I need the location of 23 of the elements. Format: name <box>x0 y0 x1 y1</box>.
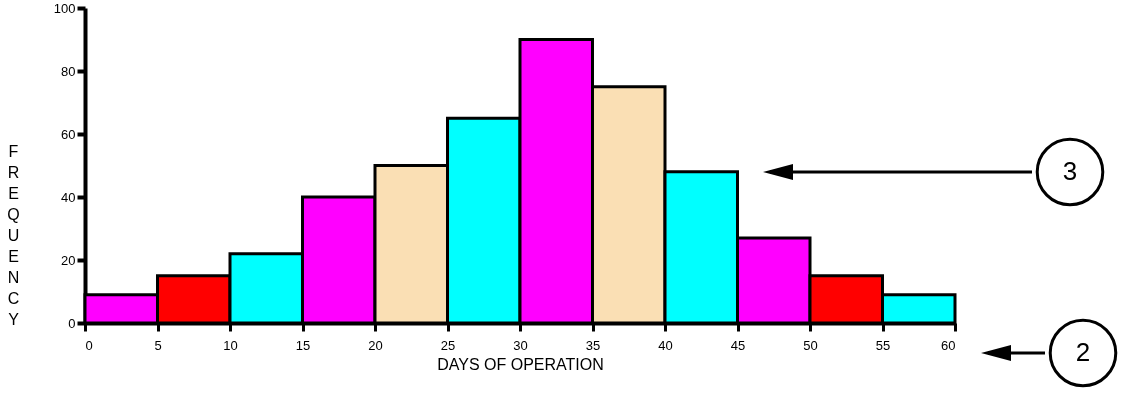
y-tick-label: 80 <box>61 63 76 79</box>
x-tick-label: 60 <box>941 337 956 353</box>
x-axis-title: DAYS OF OPERATION <box>437 355 604 373</box>
y-tick-label: 40 <box>61 189 76 205</box>
text: FREQUENCY <box>7 142 20 328</box>
x-tick-label: 50 <box>803 337 818 353</box>
x-tick-label: 15 <box>295 337 311 353</box>
x-tick-label: 30 <box>513 337 528 353</box>
x-tick-label: 5 <box>154 337 162 353</box>
y-tick-label: 60 <box>61 126 76 142</box>
x-tick-label: 0 <box>85 337 93 353</box>
text: 2 <box>1075 337 1091 367</box>
x-tick-label: 25 <box>440 337 456 353</box>
x-tick-label: 55 <box>875 337 891 353</box>
x-tick-label: 35 <box>585 337 601 353</box>
y-tick-label: 0 <box>68 315 76 331</box>
x-tick-label: 45 <box>730 337 746 353</box>
y-tick-label: 20 <box>61 252 76 268</box>
x-tick-label: 40 <box>658 337 673 353</box>
x-tick-label: 10 <box>223 337 238 353</box>
text: 3 <box>1062 156 1078 186</box>
y-tick-label: 100 <box>53 0 76 16</box>
x-tick-label: 20 <box>368 337 383 353</box>
